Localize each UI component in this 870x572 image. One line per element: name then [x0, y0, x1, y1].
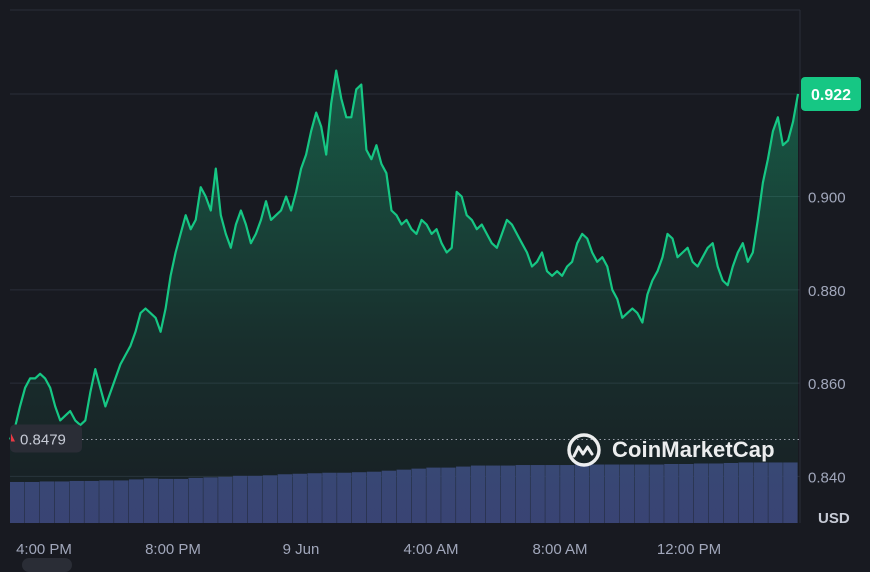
down-arrow-icon: [11, 433, 15, 442]
scroll-handle[interactable]: [22, 558, 72, 572]
price-line-path: [8, 69, 800, 440]
open-price-badge: [10, 424, 82, 453]
watermark-text: CoinMarketCap: [612, 437, 775, 462]
coinmarketcap-watermark: CoinMarketCap: [566, 432, 775, 468]
coinmarketcap-logo-icon: [567, 433, 601, 467]
axis-labels: 0.840 0.860 0.880 0.900 0.922 0.8479 USD 4:00 P…: [10, 76, 861, 558]
x-tick-label: 12:00 PM: [657, 541, 721, 558]
x-tick-label: 8:00 AM: [532, 541, 587, 558]
price-area: [10, 70, 798, 523]
price-area-fill: [10, 70, 798, 523]
x-tick-label: 4:00 AM: [403, 541, 458, 558]
current-price-badge: [801, 76, 861, 111]
currency-label: USD: [818, 510, 850, 527]
x-tick-label: 4:00 PM: [16, 541, 72, 558]
x-tick-label: 9 Jun: [283, 541, 320, 558]
x-tick-label: 8:00 PM: [145, 541, 201, 558]
open-price-label: 0.8479: [20, 432, 66, 449]
y-tick-label: 0.860: [808, 376, 846, 393]
y-tick-label: 0.880: [808, 283, 846, 300]
price-line: [8, 69, 800, 440]
y-tick-label: 0.900: [808, 190, 846, 207]
y-tick-label: 0.840: [808, 469, 846, 486]
current-price-label: 0.922: [811, 87, 851, 104]
